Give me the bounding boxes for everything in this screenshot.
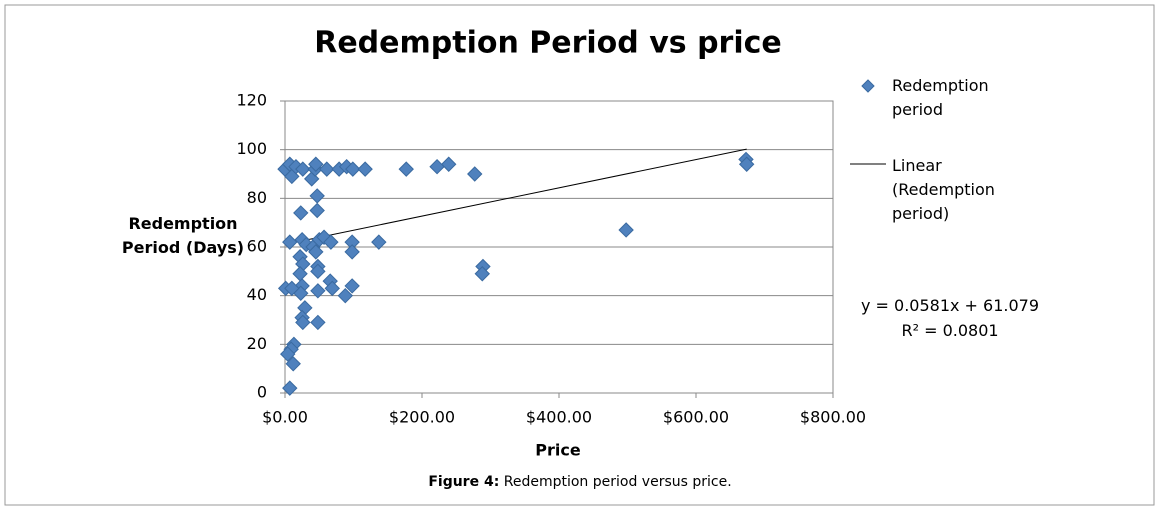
caption-text: Redemption period versus price. [504, 474, 732, 490]
point [280, 346, 296, 362]
point [618, 222, 634, 238]
point [284, 280, 300, 297]
point [292, 266, 308, 282]
y-tick-label: 100 [236, 139, 267, 158]
y-tick-label: 60 [247, 237, 267, 256]
point [282, 234, 298, 250]
y-tick-label: 120 [236, 91, 267, 110]
point [309, 202, 325, 219]
x-tick-label: $600.00 [663, 408, 729, 427]
point [323, 234, 339, 250]
x-tick-label: $800.00 [800, 408, 866, 427]
point [285, 356, 301, 372]
chart-title: Redemption Period vs price [314, 26, 782, 61]
legend-marker [861, 79, 875, 93]
point [310, 314, 326, 331]
y-tick-label: 20 [247, 334, 267, 353]
point [309, 188, 325, 204]
point [295, 314, 311, 331]
trend-equation: y = 0.0581x + 61.079 [860, 296, 1040, 315]
point [467, 166, 483, 182]
x-axis-label: Price [535, 441, 581, 460]
caption: Figure 4: Redemption period versus price… [428, 474, 731, 490]
point [357, 161, 373, 177]
trend-r2: R² = 0.0801 [901, 321, 999, 340]
y-tick-label: 40 [247, 285, 267, 304]
point [344, 278, 360, 294]
caption-label: Figure 4: [428, 474, 499, 490]
point [344, 244, 360, 260]
point [308, 156, 324, 172]
point [429, 158, 445, 175]
y-tick-label: 0 [257, 383, 267, 402]
y-axis-label: Redemption Period (Days) [121, 214, 245, 257]
point [282, 380, 298, 396]
point [310, 283, 326, 299]
point [310, 263, 326, 280]
point [474, 266, 490, 282]
legend-entry: Linear (Redemption period) [892, 156, 995, 223]
point [398, 161, 414, 177]
point [308, 244, 324, 260]
legend-entry: Redemption period [892, 76, 989, 119]
x-tick-label: $0.00 [262, 408, 308, 427]
x-tick-label: $200.00 [389, 408, 455, 427]
point [324, 280, 340, 297]
point [441, 156, 457, 172]
frame [4, 4, 1155, 506]
point [371, 234, 387, 250]
point [738, 156, 755, 172]
point [284, 168, 300, 185]
trendline [284, 148, 747, 245]
x-tick-label: $400.00 [526, 408, 592, 427]
y-tick-label: 80 [247, 188, 267, 207]
point [337, 287, 353, 304]
point [293, 205, 309, 221]
